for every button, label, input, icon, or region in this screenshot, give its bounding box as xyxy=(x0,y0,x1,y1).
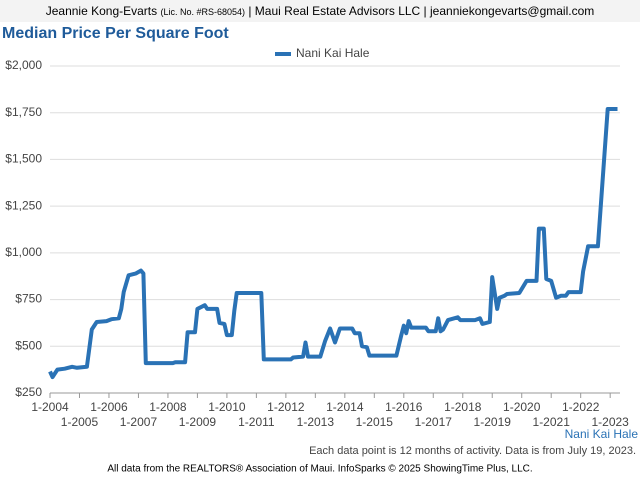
x-tick-label: 1-2016 xyxy=(385,400,423,414)
x-tick-label: 1-2004 xyxy=(31,400,69,414)
y-tick-label: $1,000 xyxy=(5,245,42,259)
x-tick-label: 1-2005 xyxy=(61,415,99,429)
legend-label: Nani Kai Hale xyxy=(296,46,370,60)
x-tick-label: 1-2009 xyxy=(179,415,217,429)
y-tick-label: $1,250 xyxy=(5,198,42,212)
x-tick-label: 1-2012 xyxy=(267,400,305,414)
y-tick-label: $750 xyxy=(15,292,42,306)
y-tick-label: $500 xyxy=(15,338,42,352)
header: Jeannie Kong-Evarts (Lic. No. #RS-68054)… xyxy=(0,0,640,22)
note: Each data point is 12 months of activity… xyxy=(309,445,636,457)
x-tick-label: 1-2022 xyxy=(562,400,600,414)
x-tick-label: 1-2006 xyxy=(90,400,128,414)
x-tick-label: 1-2017 xyxy=(415,415,453,429)
x-tick-label: 1-2023 xyxy=(591,415,629,429)
x-tick-label: 1-2019 xyxy=(474,415,512,429)
y-tick-label: $250 xyxy=(15,385,42,399)
x-tick-label: 1-2021 xyxy=(533,415,571,429)
y-tick-label: $1,750 xyxy=(5,105,42,119)
y-tick-label: $2,000 xyxy=(5,58,42,72)
x-tick-label: 1-2020 xyxy=(503,400,541,414)
agency: | Maui Real Estate Advisors LLC | jeanni… xyxy=(248,4,595,18)
license: (Lic. No. #RS-68054) xyxy=(160,7,246,17)
x-tick-label: 1-2018 xyxy=(444,400,482,414)
x-tick-label: 1-2015 xyxy=(356,415,394,429)
x-tick-label: 1-2014 xyxy=(326,400,364,414)
chart-title: Median Price Per Square Foot xyxy=(2,25,229,42)
agent-name: Jeannie Kong-Evarts xyxy=(45,4,158,18)
data-line xyxy=(48,107,618,380)
x-tick-label: 1-2008 xyxy=(149,400,187,414)
x-tick-label: 1-2007 xyxy=(120,415,158,429)
y-tick-label: $1,500 xyxy=(5,152,42,166)
x-tick-label: 1-2013 xyxy=(297,415,335,429)
chart: Median Price Per Square Foot Nani Kai Ha… xyxy=(2,25,639,475)
x-tick-label: 1-2011 xyxy=(238,415,275,429)
series-label: Nani Kai Hale xyxy=(565,427,639,441)
footer: All data from the REALTORS® Association … xyxy=(107,464,532,475)
x-tick-label: 1-2010 xyxy=(208,400,246,414)
